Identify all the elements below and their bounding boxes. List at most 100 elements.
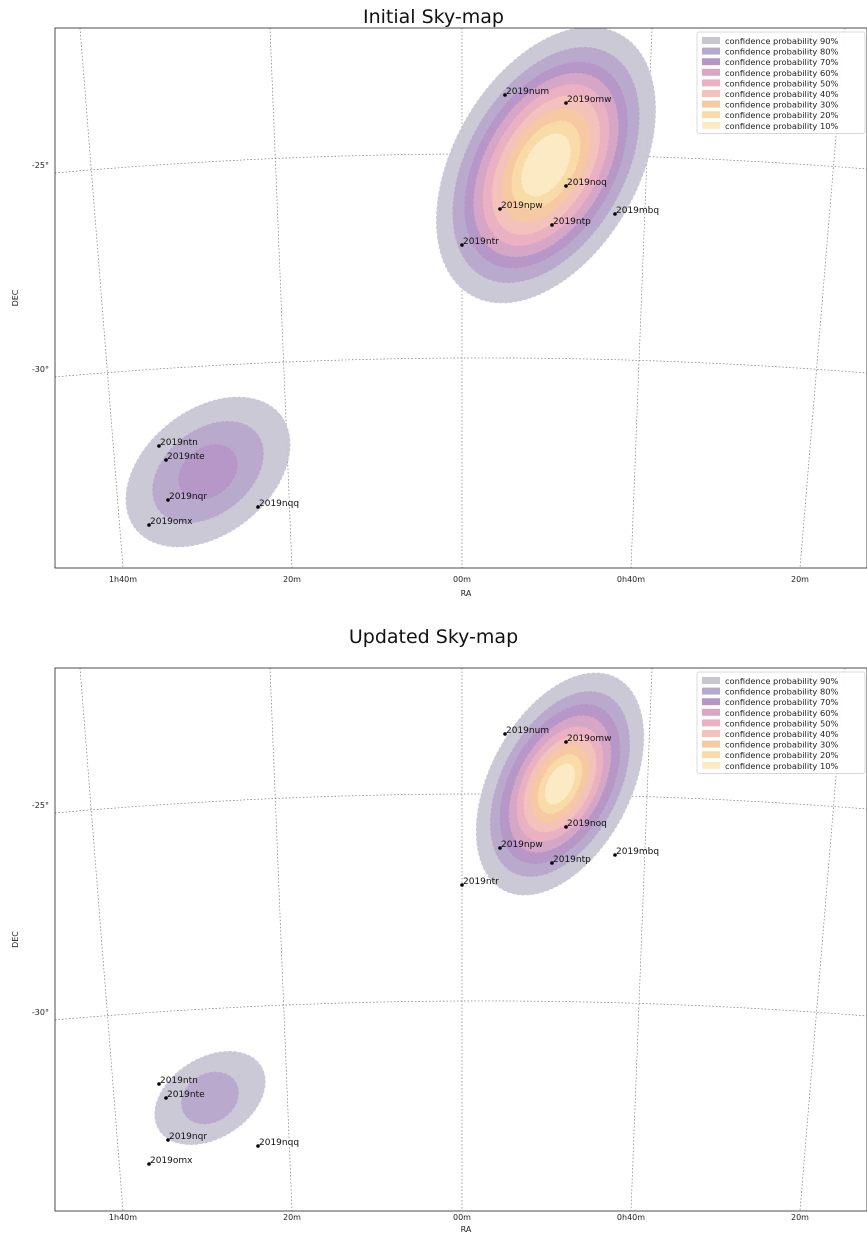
legend-swatch — [702, 47, 720, 55]
transient-label: 2019noq — [567, 178, 607, 188]
transient-point — [256, 1144, 260, 1148]
ra-tick-label: 1h40m — [109, 1213, 137, 1222]
ra-tick-label: 20m — [283, 1213, 301, 1222]
legend-swatch — [702, 100, 720, 108]
meridian-gridline — [630, 668, 653, 1211]
legend-swatch — [702, 730, 720, 737]
dec-tick-label: -30° — [32, 1008, 49, 1017]
y-axis-label: DEC — [11, 289, 20, 306]
transient-point — [157, 1082, 161, 1086]
legend-label: confidence probability 20% — [725, 750, 839, 760]
initial-skymap-panel: Initial Sky-map 2019num 2019omw 2019noq 201… — [0, 0, 867, 610]
transient-label: 2019npw — [501, 201, 543, 211]
legend-label: confidence probability 80% — [725, 47, 839, 57]
ra-tick-label: 0h40m — [617, 1213, 645, 1222]
legend-swatch — [702, 719, 720, 727]
legend-swatch — [702, 708, 720, 716]
y-axis-label: DEC — [11, 931, 20, 948]
meridian-gridline — [630, 28, 653, 568]
legend-label: confidence probability 50% — [725, 718, 839, 728]
meridian-gridline — [799, 28, 846, 568]
ra-tick-label: 00m — [453, 1213, 471, 1222]
legend-swatch — [702, 68, 720, 76]
dec-tick-label: -30° — [32, 365, 49, 374]
legend-swatch — [702, 37, 720, 44]
legend-label: confidence probability 70% — [725, 697, 839, 707]
transient-point — [157, 444, 161, 448]
transient-point — [503, 732, 507, 736]
legend-label: confidence probability 30% — [725, 100, 839, 110]
legend-label: confidence probability 10% — [725, 121, 839, 131]
transient-label: 2019nte — [167, 1090, 205, 1100]
confidence-region-main — [544, 763, 576, 805]
transient-point — [256, 505, 260, 509]
legend-swatch — [702, 687, 720, 695]
transient-point — [460, 243, 464, 247]
transient-label: 2019mbq — [616, 206, 659, 216]
transient-point — [564, 740, 568, 744]
transient-label: 2019ntp — [553, 855, 591, 865]
ra-tick-label: 00m — [453, 575, 471, 584]
transient-label: 2019ntn — [160, 438, 198, 448]
x-axis-label: RA — [461, 1225, 472, 1234]
transient-label: 2019mbq — [616, 847, 659, 857]
transient-point — [503, 93, 507, 97]
transient-label: 2019nte — [167, 452, 205, 462]
legend-box — [696, 31, 866, 134]
legend-swatch — [702, 740, 720, 748]
skymap-plot: 2019num 2019omw 2019noq 2019npw 2019ntp 2019m… — [11, 667, 867, 1234]
legend-swatch — [702, 761, 720, 769]
legend-swatch — [702, 751, 720, 759]
plot-frame — [54, 667, 867, 1212]
confidence-region-secondary — [181, 1071, 239, 1125]
transient-label: 2019nqr — [169, 492, 207, 502]
plot-area: 2019num 2019omw 2019noq 2019npw 2019ntp 2019m… — [55, 668, 867, 1211]
legend-swatch — [702, 121, 720, 129]
legend-label: confidence probability 20% — [725, 110, 839, 120]
transient-point — [164, 458, 168, 462]
legend-label: confidence probability 40% — [725, 89, 839, 99]
meridian-gridline — [79, 28, 124, 568]
transient-label: 2019omw — [567, 734, 612, 744]
parallel-gridline — [55, 357, 867, 378]
transient-label: 2019nqq — [259, 1138, 299, 1148]
transient-point — [550, 861, 554, 865]
skymap-plot: 2019num 2019omw 2019noq 2019npw 2019ntp 2019m… — [11, 27, 867, 598]
transient-point — [564, 184, 568, 188]
chart-title: Updated Sky-map — [348, 626, 519, 648]
transient-point — [460, 883, 464, 887]
chart-title: Initial Sky-map — [363, 6, 504, 28]
legend-swatch — [702, 677, 720, 684]
transient-label: 2019ntr — [463, 877, 499, 887]
transient-point — [613, 853, 617, 857]
dec-tick-label: -25° — [32, 801, 49, 810]
transient-point — [498, 846, 502, 850]
x-axis-label: RA — [461, 589, 472, 598]
legend-label: confidence probability 80% — [725, 687, 839, 697]
plot-area: 2019num 2019omw 2019noq 2019npw 2019ntp 2019m… — [55, 28, 867, 568]
transient-point — [166, 1138, 170, 1142]
ra-tick-label: 20m — [791, 575, 809, 584]
transient-point — [550, 223, 554, 227]
transient-label: 2019ntr — [463, 237, 499, 247]
legend-label: confidence probability 30% — [725, 740, 839, 750]
transient-point — [147, 1162, 151, 1166]
transient-label: 2019omw — [567, 95, 612, 105]
transient-point — [498, 207, 502, 211]
legend-swatch — [702, 698, 720, 706]
transient-point — [613, 212, 617, 216]
legend-label: confidence probability 90% — [725, 676, 839, 686]
parallel-gridline — [55, 1000, 867, 1021]
transient-label: 2019nqr — [169, 1132, 207, 1142]
transient-label: 2019num — [506, 87, 549, 97]
legend-label: confidence probability 40% — [725, 729, 839, 739]
plot-frame — [54, 27, 867, 569]
ra-tick-label: 20m — [283, 575, 301, 584]
confidence-region-secondary — [178, 444, 238, 500]
legend-swatch — [702, 111, 720, 119]
transient-label: 2019ntp — [553, 217, 591, 227]
legend-swatch — [702, 90, 720, 97]
transient-point — [564, 101, 568, 105]
ra-tick-label: 1h40m — [109, 575, 137, 584]
transient-label: 2019noq — [567, 819, 607, 829]
